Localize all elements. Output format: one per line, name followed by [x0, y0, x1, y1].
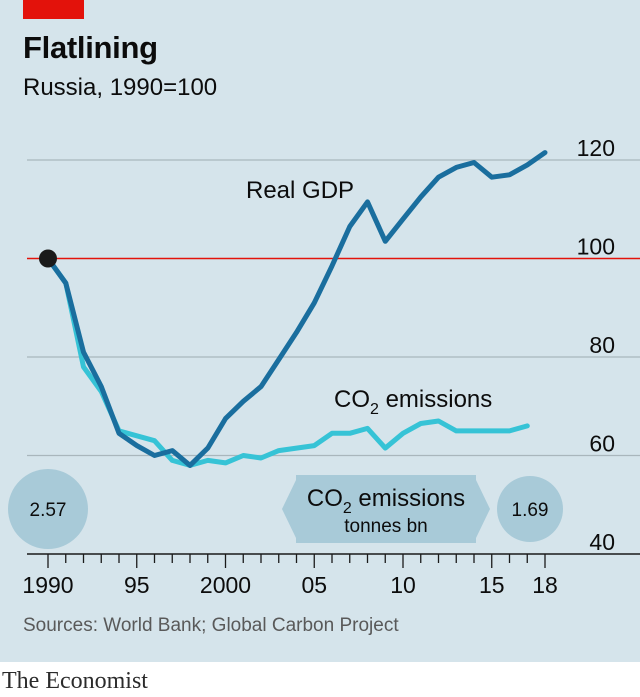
chart-panel [0, 0, 640, 662]
x-tick-label-2000: 2000 [200, 572, 251, 598]
gdp-series-label: Real GDP [246, 177, 354, 204]
x-tick-label-2018: 18 [532, 572, 558, 598]
co2-series-line [45, 256, 530, 468]
x-tick-label-1990: 1990 [22, 572, 73, 598]
y-tick-labels: 120 100 80 60 40 [577, 135, 615, 555]
source-note: Sources: World Bank; Global Carbon Proje… [23, 615, 399, 636]
gdp-series-line [45, 150, 548, 468]
end-emissions-value: 1.69 [512, 500, 549, 521]
y-tick-label-40: 40 [589, 529, 615, 555]
co2-series-label: CO2 emissions [334, 386, 492, 418]
x-tick-label-1995: 95 [124, 572, 150, 598]
x-tick-label-2005: 05 [301, 572, 327, 598]
start-emissions-bubble [8, 469, 88, 549]
x-tick-label-2010: 10 [390, 572, 416, 598]
arrow-box-unit: tonnes bn [344, 516, 427, 537]
red-tag [23, 0, 84, 19]
x-tick-label-2015: 15 [479, 572, 505, 598]
line-chart: 120 100 80 60 40 1990 95 2000 05 10 15 18 Real GDP… [8, 135, 640, 598]
y-tick-label-80: 80 [589, 332, 615, 358]
chart-title: Flatlining [23, 30, 158, 65]
emissions-arrow-box [282, 475, 490, 543]
start-point-marker [39, 249, 57, 268]
start-emissions-value: 2.57 [30, 500, 67, 521]
y-tick-label-60: 60 [589, 431, 615, 457]
brand-logo-text: The Economist [2, 668, 148, 694]
y-tick-label-120: 120 [577, 135, 615, 161]
x-axis: 1990 95 2000 05 10 15 18 [22, 553, 640, 598]
chart-subtitle: Russia, 1990=100 [23, 74, 218, 101]
end-emissions-bubble [497, 476, 563, 542]
series-lines [45, 150, 548, 468]
arrow-box-label: CO2 emissions [307, 485, 465, 517]
y-tick-label-100: 100 [577, 234, 615, 260]
